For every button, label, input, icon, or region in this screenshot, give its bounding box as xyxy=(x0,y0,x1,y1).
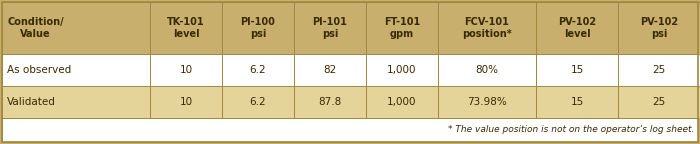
Text: Validated: Validated xyxy=(7,97,56,107)
Text: As observed: As observed xyxy=(7,65,71,75)
Bar xyxy=(618,86,700,118)
Text: * The value position is not on the operator’s log sheet.: * The value position is not on the opera… xyxy=(447,126,694,134)
Text: FT-101
gpm: FT-101 gpm xyxy=(384,17,420,39)
Bar xyxy=(294,86,366,118)
Text: 87.8: 87.8 xyxy=(318,97,342,107)
Bar xyxy=(438,86,536,118)
Bar xyxy=(618,2,700,54)
Text: 10: 10 xyxy=(179,97,193,107)
Bar xyxy=(2,2,150,54)
Bar xyxy=(2,54,150,86)
Text: TK-101
level: TK-101 level xyxy=(167,17,205,39)
Bar xyxy=(438,54,536,86)
Bar xyxy=(294,2,366,54)
Text: 73.98%: 73.98% xyxy=(467,97,507,107)
Bar xyxy=(536,54,618,86)
Bar xyxy=(294,54,366,86)
Text: 15: 15 xyxy=(570,65,584,75)
Bar xyxy=(366,86,438,118)
Text: PI-100
psi: PI-100 psi xyxy=(241,17,275,39)
Bar xyxy=(150,86,222,118)
Bar xyxy=(366,54,438,86)
Text: FCV-101
position*: FCV-101 position* xyxy=(462,17,512,39)
Bar xyxy=(222,54,294,86)
Text: 15: 15 xyxy=(570,97,584,107)
Text: 10: 10 xyxy=(179,65,193,75)
Bar xyxy=(222,86,294,118)
Bar xyxy=(150,54,222,86)
Bar xyxy=(2,86,150,118)
Text: 6.2: 6.2 xyxy=(250,65,266,75)
Bar xyxy=(366,2,438,54)
Text: Condition/
Value: Condition/ Value xyxy=(7,17,64,39)
Text: 1,000: 1,000 xyxy=(387,65,416,75)
Bar xyxy=(2,118,698,142)
Bar xyxy=(222,2,294,54)
Bar xyxy=(150,2,222,54)
Text: 25: 25 xyxy=(652,97,666,107)
Bar xyxy=(618,54,700,86)
Text: 82: 82 xyxy=(323,65,337,75)
Text: PI-101
psi: PI-101 psi xyxy=(313,17,347,39)
Bar xyxy=(536,2,618,54)
Text: 6.2: 6.2 xyxy=(250,97,266,107)
Text: PV-102
level: PV-102 level xyxy=(558,17,596,39)
Text: 80%: 80% xyxy=(475,65,498,75)
Bar xyxy=(438,2,536,54)
Bar xyxy=(536,86,618,118)
Text: PV-102
psi: PV-102 psi xyxy=(640,17,678,39)
Text: 1,000: 1,000 xyxy=(387,97,416,107)
Text: 25: 25 xyxy=(652,65,666,75)
